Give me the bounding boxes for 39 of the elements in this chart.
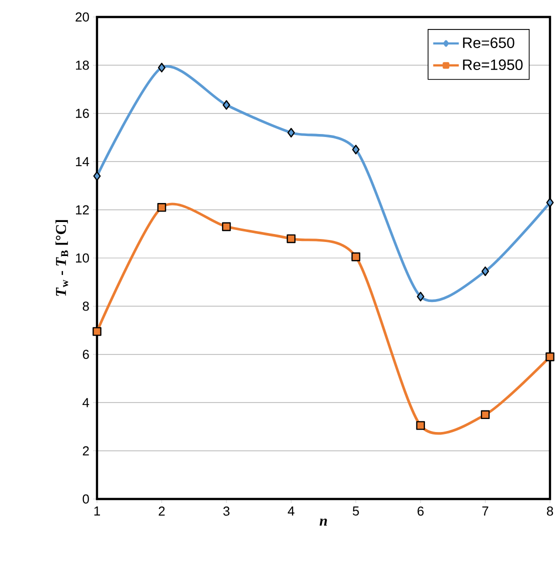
y-tick-label: 4 xyxy=(82,398,90,408)
y-tick-label: 10 xyxy=(76,253,89,263)
legend-label: Re=650 xyxy=(463,37,514,48)
x-tick-label: 6 xyxy=(418,506,424,516)
point xyxy=(352,144,360,154)
point xyxy=(287,128,295,138)
point xyxy=(546,198,554,208)
point xyxy=(222,100,230,110)
x-tick-label: 1 xyxy=(94,506,100,516)
x-tick-label: 3 xyxy=(223,506,230,516)
y-tick-label: 2 xyxy=(82,446,89,456)
point xyxy=(92,327,102,336)
y-tick-label: 20 xyxy=(76,12,89,22)
point xyxy=(480,410,490,420)
y-axis-title: T$_{w}$ - T$_{B}$ [°C] xyxy=(55,220,68,296)
x-tick-label: 8 xyxy=(546,506,554,516)
y-tick-label: 18 xyxy=(76,60,89,70)
point xyxy=(222,222,231,232)
point xyxy=(416,421,425,430)
point xyxy=(482,266,490,276)
point xyxy=(158,62,166,72)
point xyxy=(93,171,101,181)
x-tick-label: 5 xyxy=(352,506,359,516)
y-tick-label: 6 xyxy=(82,350,89,359)
legend-label: Re=1950 xyxy=(463,59,523,70)
x-tick-label: 7 xyxy=(482,506,488,516)
y-tick-label: 0 xyxy=(82,494,89,504)
x-tick-label: 2 xyxy=(158,506,165,516)
x-tick-label: 4 xyxy=(288,506,294,516)
point xyxy=(286,234,296,244)
y-tick-label: 8 xyxy=(82,302,89,311)
y-tick-label: 16 xyxy=(76,108,89,118)
point xyxy=(416,292,424,302)
y-tick-label: 12 xyxy=(76,205,89,214)
x-axis-title: n xyxy=(320,518,327,526)
point xyxy=(157,202,166,212)
point xyxy=(546,352,554,362)
y-tick-label: 14 xyxy=(76,157,90,166)
point xyxy=(351,252,360,262)
